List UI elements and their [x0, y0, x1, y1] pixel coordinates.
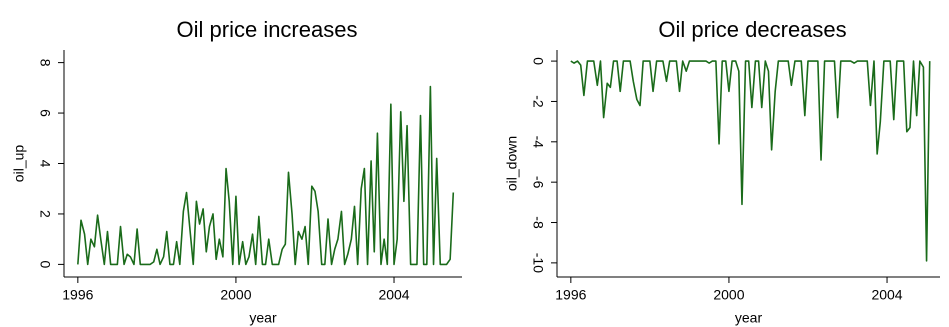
x-tick-label: 1996	[62, 287, 93, 303]
data-line	[77, 85, 455, 266]
y-axis-label: oil_down	[504, 136, 520, 191]
y-tick-label: 8	[37, 59, 53, 67]
y-tick-label: -2	[530, 95, 546, 108]
y-tick-label: 6	[37, 109, 53, 117]
chart-title: Oil price decreases	[658, 17, 846, 42]
x-axis-label: year	[735, 310, 763, 326]
y-tick-label: -10	[530, 253, 546, 273]
x-tick-label: 2000	[713, 287, 744, 303]
chart-title: Oil price increases	[177, 17, 358, 42]
y-axis-label: oil_up	[11, 145, 27, 183]
y-tick-label: -6	[530, 176, 546, 189]
y-tick-label: 0	[37, 260, 53, 268]
y-tick-label: 2	[37, 210, 53, 218]
x-tick-label: 2004	[871, 287, 902, 303]
y-tick-label: -8	[530, 216, 546, 229]
data-line	[570, 60, 931, 262]
y-tick-label: 4	[37, 160, 53, 168]
x-tick-label: 2000	[220, 287, 251, 303]
x-tick-label: 2004	[378, 287, 409, 303]
x-tick-label: 1996	[555, 287, 586, 303]
y-tick-label: 0	[530, 57, 546, 65]
x-axis-label: year	[249, 310, 277, 326]
y-tick-label: -4	[530, 136, 546, 149]
